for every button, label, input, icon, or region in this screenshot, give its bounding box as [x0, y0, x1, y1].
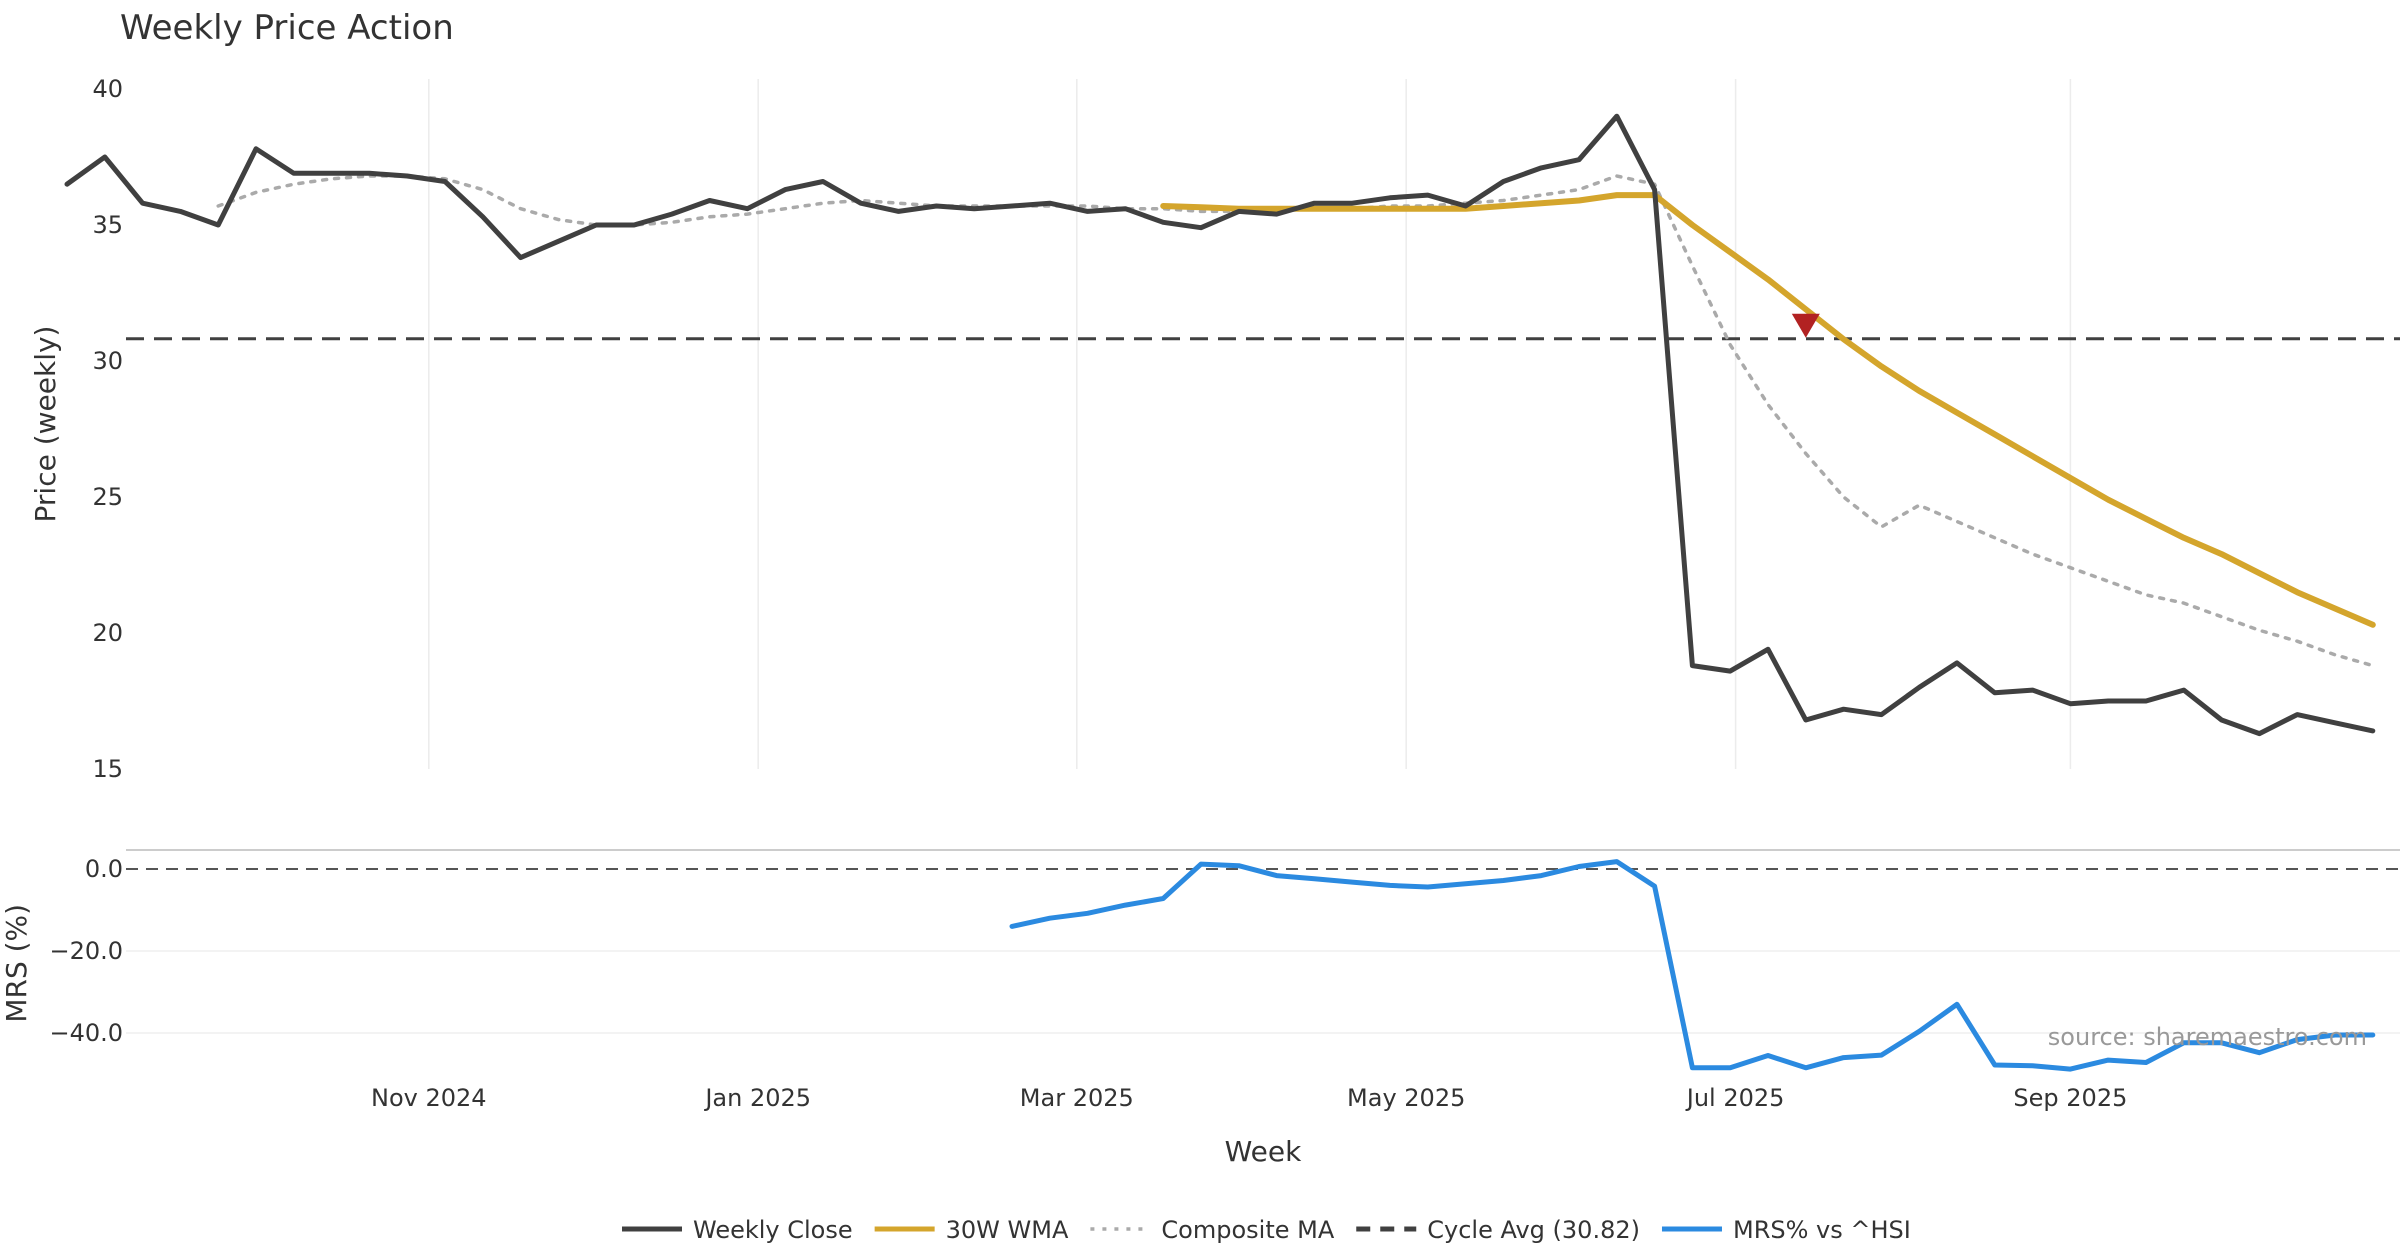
series-layer	[64, 113, 2376, 1072]
legend-label: Cycle Avg (30.82)	[1427, 1216, 1640, 1244]
reference-lines	[126, 337, 2400, 870]
legend-label: Composite MA	[1161, 1216, 1334, 1244]
mrs-y-tick-label: 0.0	[85, 855, 123, 883]
legend-label: MRS% vs ^HSI	[1733, 1216, 1911, 1244]
price-y-tick-label: 15	[92, 755, 123, 783]
legend-label: Weekly Close	[693, 1216, 853, 1244]
legend-item: MRS% vs ^HSI	[1661, 1216, 1911, 1244]
mrs-y-tick-label: −40.0	[49, 1019, 123, 1047]
legend-item: 30W WMA	[874, 1216, 1069, 1244]
source-attribution: source: sharemaestro.com	[2048, 1023, 2367, 1051]
axis-layer: Nov 2024 Jan 2025 Mar 2025 May 2025 Jul 2025…	[49, 75, 2127, 1112]
price-y-tick-label: 40	[92, 75, 123, 103]
legend-item: Cycle Avg (30.82)	[1356, 1216, 1640, 1244]
x-tick-label: Nov 2024	[371, 1084, 487, 1112]
x-tick-label: Sep 2025	[2013, 1084, 2127, 1112]
price-y-tick-label: 30	[92, 347, 123, 375]
legend: Weekly Close 30W WMA Composite MA Cycle Avg…	[622, 1216, 1911, 1244]
price-y-tick-label: 20	[92, 619, 123, 647]
price-y-tick-label: 35	[92, 211, 123, 239]
signal-marker-down-triangle	[1791, 313, 1820, 338]
series-30w-wma	[1160, 192, 2376, 628]
mrs-axis-title: MRS (%)	[0, 904, 33, 1023]
x-tick-label: Mar 2025	[1020, 1084, 1134, 1112]
grid-layer	[126, 79, 2400, 1034]
x-tick-label: Jul 2025	[1685, 1084, 1785, 1112]
legend-label: 30W WMA	[946, 1216, 1069, 1244]
x-tick-label: May 2025	[1347, 1084, 1465, 1112]
series-weekly-close	[64, 113, 2376, 737]
series-mrs-vs-hsi	[1009, 859, 2376, 1072]
mrs-y-tick-label: −20.0	[49, 937, 123, 965]
legend-item: Weekly Close	[622, 1216, 853, 1244]
price-y-tick-label: 25	[92, 483, 123, 511]
x-axis-title: Week	[1225, 1135, 1302, 1168]
price-axis-title: Price (weekly)	[29, 326, 62, 523]
chart-title: Weekly Price Action	[120, 8, 454, 48]
legend-item: Composite MA	[1090, 1216, 1335, 1244]
x-tick-label: Jan 2025	[703, 1084, 811, 1112]
